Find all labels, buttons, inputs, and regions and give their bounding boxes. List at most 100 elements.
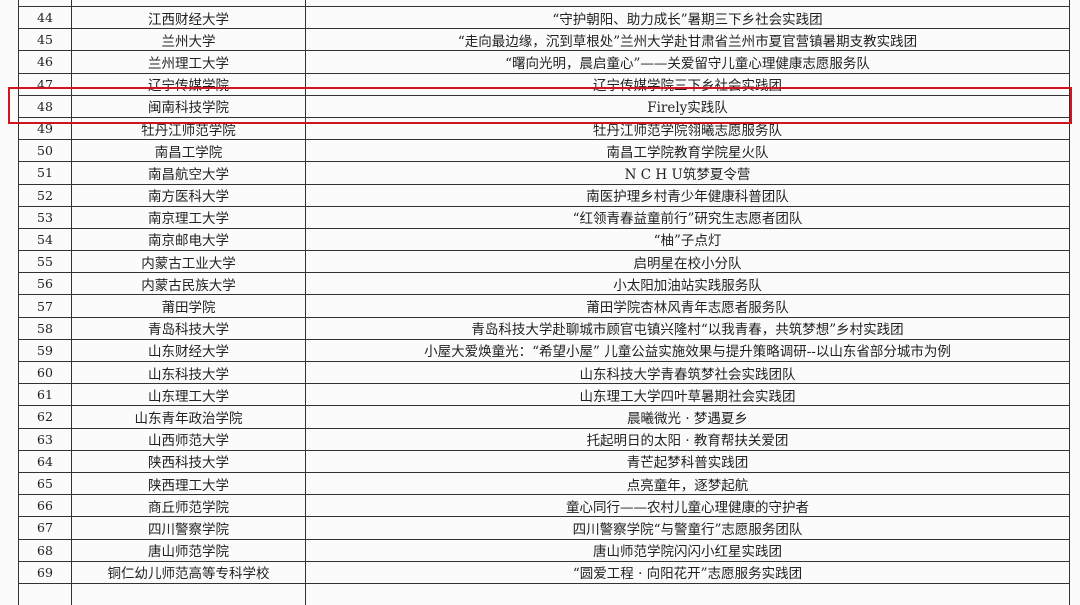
school-name: 陕西理工大学 xyxy=(72,472,306,495)
table-row: 64 陕西科技大学 青芒起梦科普实践团 xyxy=(19,449,1069,472)
row-number: 46 xyxy=(19,51,72,73)
row-number: 53 xyxy=(19,206,72,228)
team-name: 点亮童年，逐梦起航 xyxy=(626,477,749,494)
team-name: 青芒起梦科普实践团 xyxy=(626,455,749,472)
row-number: 62 xyxy=(19,406,72,428)
table-row: 50 南昌工学院 南昌工学院教育学院星火队 xyxy=(19,139,1069,162)
table-row: 47 辽宁传媒学院 辽宁传媒学院三下乡社会实践团 xyxy=(19,72,1069,95)
team-name: 唐山师范学院闪闪小红星实践团 xyxy=(593,544,782,561)
school-name: 铜仁幼儿师范高等专科学校 xyxy=(72,561,306,583)
school-name: 南方医科大学 xyxy=(72,184,306,206)
team-name: 山东理工大学四叶草暑期社会实践团 xyxy=(579,388,796,405)
team-name: 托起明日的太阳 · 教育帮扶关爱团 xyxy=(586,433,789,450)
table-row: 63 山西师范大学 托起明日的太阳 · 教育帮扶关爱团 xyxy=(19,427,1069,450)
school-name: 牡丹江师范学院 xyxy=(72,117,306,140)
row-number: 50 xyxy=(19,140,72,162)
table-row: 57 莆田学院 莆田学院杏林风青年志愿者服务队 xyxy=(19,294,1069,317)
highlight-box xyxy=(8,87,1072,124)
row-number xyxy=(19,583,72,605)
school-name: 闽南科技学院 xyxy=(72,95,306,117)
team-name xyxy=(306,0,1069,6)
school-name: 兰州大学 xyxy=(72,29,306,51)
row-number: 45 xyxy=(19,29,72,51)
school-name: 山西师范大学 xyxy=(72,428,306,450)
school-name: 南昌工学院 xyxy=(72,140,306,162)
school-name: 兰州理工大学 xyxy=(72,51,306,73)
team-name: 南昌工学院教育学院星火队 xyxy=(606,144,769,161)
school-name: 山东财经大学 xyxy=(72,339,306,361)
team-name: 牡丹江师范学院翎曦志愿服务队 xyxy=(593,122,782,139)
row-number: 64 xyxy=(19,450,72,472)
team-name: 辽宁传媒学院三下乡社会实践团 xyxy=(593,78,782,95)
team-name: Firely实践队 xyxy=(647,100,728,117)
team-name: 晨曦微光 · 梦遇夏乡 xyxy=(627,410,748,427)
school-name: 辽宁传媒学院 xyxy=(72,73,306,95)
row-number: 58 xyxy=(19,317,72,339)
team-name: N C H U筑梦夏令营 xyxy=(624,166,751,183)
row-number: 68 xyxy=(19,539,72,561)
row-number: 52 xyxy=(19,184,72,206)
table-row: 69 铜仁幼儿师范高等专科学校 “圆爱工程 · 向阳花开”志愿服务实践团 xyxy=(19,560,1069,583)
table-row: 49 牡丹江师范学院 牡丹江师范学院翎曦志愿服务队 xyxy=(19,116,1069,140)
table-row: 62 山东青年政治学院 晨曦微光 · 梦遇夏乡 xyxy=(19,405,1069,428)
school-name: 山东科技大学 xyxy=(72,362,306,384)
table-row: 67 四川警察学院 四川警察学院“与警童行”志愿服务团队 xyxy=(19,516,1069,539)
table-row: 68 唐山师范学院 唐山师范学院闪闪小红星实践团 xyxy=(19,538,1069,561)
school-name: 山东青年政治学院 xyxy=(72,406,306,428)
school-name: 内蒙古工业大学 xyxy=(72,251,306,273)
team-name: 南医护理乡村青少年健康科普团队 xyxy=(586,189,789,206)
school-name: 内蒙古民族大学 xyxy=(72,273,306,295)
school-name xyxy=(72,0,306,6)
team-name: “柚”子点灯 xyxy=(653,233,722,250)
school-name: 莆田学院 xyxy=(72,295,306,317)
team-name: 启明星在校小分队 xyxy=(633,255,742,272)
school-name: 江西财经大学 xyxy=(72,7,306,29)
table-row: 60 山东科技大学 山东科技大学青春筑梦社会实践团队 xyxy=(19,361,1069,384)
table-row: 58 青岛科技大学 青岛科技大学赴聊城市顾官屯镇兴隆村“以我青春，共筑梦想”乡村实践… xyxy=(19,316,1069,339)
row-number: 55 xyxy=(19,251,72,273)
table-row: 54 南京邮电大学 “柚”子点灯 xyxy=(19,227,1069,251)
team-name: 小太阳加油站实践服务队 xyxy=(613,277,762,294)
school-name: 商丘师范学院 xyxy=(72,495,306,517)
table-row: 66 商丘师范学院 童心同行——农村儿童心理健康的守护者 xyxy=(19,494,1069,517)
school-name: 青岛科技大学 xyxy=(72,317,306,339)
row-number: 61 xyxy=(19,384,72,406)
row-number: 65 xyxy=(19,472,72,495)
row-number: 63 xyxy=(19,428,72,450)
team-name: “红领青春益童前行”研究生志愿者团队 xyxy=(572,211,803,228)
row-number xyxy=(19,0,72,6)
table-row: 45 兰州大学 “走向最边缘，沉到草根处”兰州大学赴甘肃省兰州市夏官营镇暑期支教实践… xyxy=(19,28,1069,51)
row-number: 60 xyxy=(19,362,72,384)
results-table: 44 江西财经大学 “守护朝阳、助力成长”暑期三下乡社会实践团 45 兰州大学 “走向最边… xyxy=(18,0,1070,605)
row-number: 67 xyxy=(19,517,72,539)
table-row: 59 山东财经大学 小屋大爱焕童光：“希望小屋” 儿童公益实施效果与提升策略调研--… xyxy=(19,338,1069,361)
school-name: 四川警察学院 xyxy=(72,517,306,539)
team-name: 小屋大爱焕童光：“希望小屋” 儿童公益实施效果与提升策略调研--以山东省部分城市… xyxy=(424,344,951,361)
row-number: 66 xyxy=(19,495,72,517)
table-row: 55 内蒙古工业大学 启明星在校小分队 xyxy=(19,250,1069,273)
table-row: 53 南京理工大学 “红领青春益童前行”研究生志愿者团队 xyxy=(19,205,1069,228)
row-number: 44 xyxy=(19,7,72,29)
team-name: 青岛科技大学赴聊城市顾官屯镇兴隆村“以我青春，共筑梦想”乡村实践团 xyxy=(471,322,904,339)
row-number: 51 xyxy=(19,162,72,184)
team-name: 莆田学院杏林风青年志愿者服务队 xyxy=(586,300,789,317)
school-name: 山东理工大学 xyxy=(72,384,306,406)
table-row: 44 江西财经大学 “守护朝阳、助力成长”暑期三下乡社会实践团 xyxy=(19,6,1069,29)
row-number: 57 xyxy=(19,295,72,317)
school-name xyxy=(72,583,306,605)
row-number: 59 xyxy=(19,339,72,361)
row-number: 54 xyxy=(19,228,72,251)
table-row xyxy=(19,0,1069,6)
team-name: 四川警察学院“与警童行”志愿服务团队 xyxy=(572,521,803,538)
school-name: 南昌航空大学 xyxy=(72,162,306,184)
row-number: 48 xyxy=(19,95,72,117)
row-number: 56 xyxy=(19,273,72,295)
team-name: “走向最边缘，沉到草根处”兰州大学赴甘肃省兰州市夏官营镇暑期支教实践团 xyxy=(457,33,918,50)
table-row-highlighted: 48 闽南科技学院 Firely实践队 xyxy=(19,94,1069,117)
table-row: 46 兰州理工大学 “曙向光明，晨启童心”——关爱留守儿童心理健康志愿服务队 xyxy=(19,50,1069,73)
team-name: 山东科技大学青春筑梦社会实践团队 xyxy=(579,366,796,383)
team-name: 童心同行——农村儿童心理健康的守护者 xyxy=(566,499,809,516)
team-name: “曙向光明，晨启童心”——关爱留守儿童心理健康志愿服务队 xyxy=(505,55,870,72)
team-name: “守护朝阳、助力成长”暑期三下乡社会实践团 xyxy=(552,11,823,28)
table-row xyxy=(19,582,1069,605)
